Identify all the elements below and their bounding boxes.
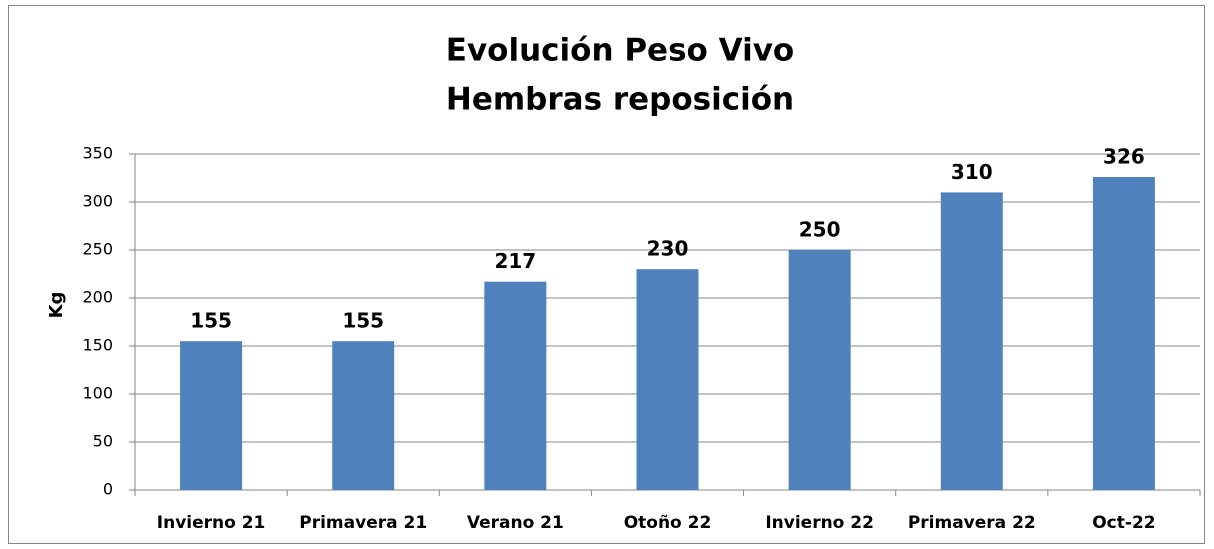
chart-subtitle: Hembras reposición — [446, 82, 794, 118]
x-tick-label: Verano 21 — [467, 513, 564, 533]
x-tick-label: Invierno 21 — [157, 513, 266, 533]
data-label: 250 — [799, 218, 841, 242]
y-tick-label: 100 — [82, 384, 113, 403]
bar — [940, 192, 1003, 490]
chart-title: Evolución Peso Vivo — [446, 33, 794, 69]
y-tick-label: 250 — [82, 240, 113, 259]
bar — [484, 281, 547, 490]
data-label: 155 — [190, 309, 232, 333]
y-axis-label: Kg — [46, 292, 67, 319]
data-label: 310 — [951, 160, 993, 184]
x-tick-label: Oct-22 — [1092, 513, 1155, 533]
bar — [636, 269, 699, 490]
bar — [180, 341, 243, 490]
x-tick-label: Otoño 22 — [624, 513, 712, 533]
y-tick-label: 200 — [82, 288, 113, 307]
data-label: 217 — [494, 249, 536, 273]
y-tick-label: 0 — [103, 480, 113, 499]
y-tick-label: 300 — [82, 192, 113, 211]
x-tick-label: Primavera 21 — [299, 513, 427, 533]
data-label: 155 — [342, 309, 384, 333]
y-tick-label: 150 — [82, 336, 113, 355]
bar — [788, 250, 851, 490]
y-tick-label: 350 — [82, 144, 113, 163]
bar — [1092, 177, 1155, 491]
data-label: 326 — [1103, 145, 1145, 169]
x-tick-label: Invierno 22 — [765, 513, 874, 533]
data-label: 230 — [647, 237, 689, 261]
bar — [332, 341, 395, 490]
x-tick-label: Primavera 22 — [908, 513, 1036, 533]
y-tick-label: 50 — [93, 432, 113, 451]
